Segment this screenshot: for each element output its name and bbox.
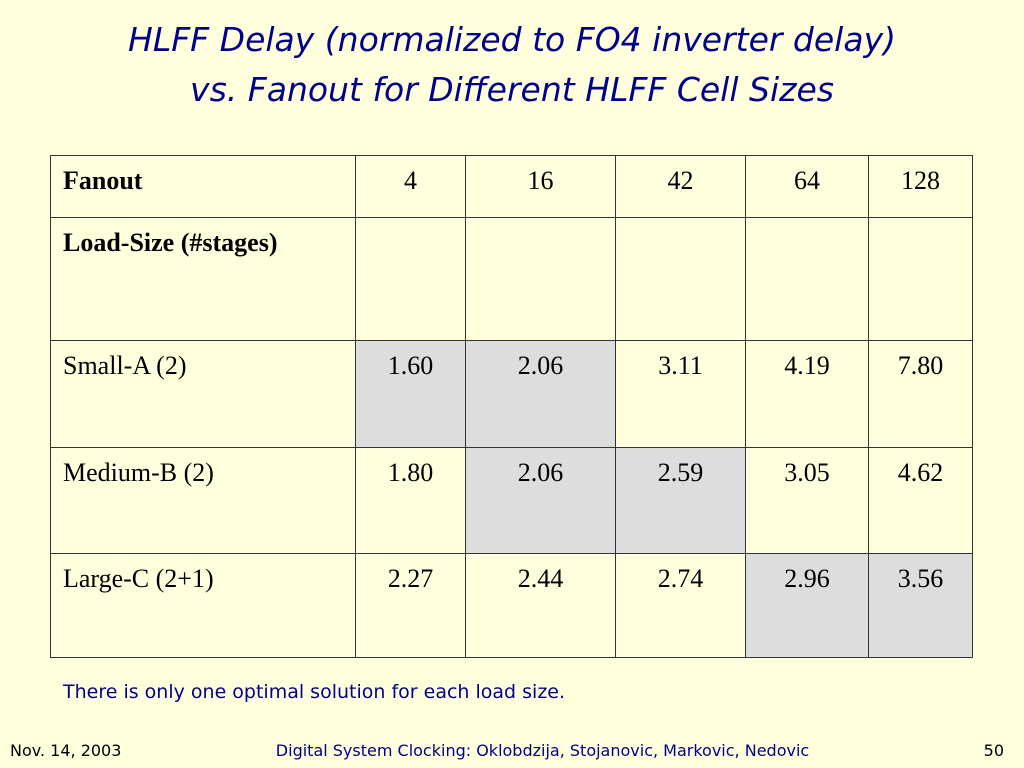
value-cell: 2.06: [465, 340, 616, 448]
note: There is only one optimal solution for e…: [63, 681, 566, 703]
value-cell: 2.44: [465, 553, 616, 658]
value-cell: 3.05: [745, 447, 869, 554]
header-cell: 42: [615, 155, 746, 218]
header-cell: 4: [355, 155, 466, 218]
value-cell: 3.56: [868, 553, 973, 658]
value-cell: 4.19: [745, 340, 869, 448]
value-cell: 3.11: [615, 340, 746, 448]
value-cell: 2.74: [615, 553, 746, 658]
empty-cell: [355, 217, 466, 341]
footer-course: Digital System Clocking: Oklobdzija, Sto…: [275, 741, 810, 760]
row-label: Medium-B (2): [50, 447, 356, 554]
value-cell: 7.80: [868, 340, 973, 448]
value-cell: 2.59: [615, 447, 746, 554]
header-cell: 16: [465, 155, 616, 218]
empty-cell: [868, 217, 973, 341]
subheader-cell: Load-Size (#stages): [50, 217, 356, 341]
value-cell: 2.06: [465, 447, 616, 554]
value-cell: 2.96: [745, 553, 869, 658]
empty-cell: [745, 217, 869, 341]
value-cell: 1.80: [355, 447, 466, 554]
row-label: Small-A (2): [50, 340, 356, 448]
value-cell: 4.62: [868, 447, 973, 554]
title-line: HLFF Delay (normalized to FO4 inverter d…: [128, 20, 896, 59]
title-line: vs. Fanout for Different HLFF Cell Sizes: [190, 70, 834, 109]
empty-cell: [615, 217, 746, 341]
header-cell: 64: [745, 155, 869, 218]
row-label: Large-C (2+1): [50, 553, 356, 658]
header-cell: 128: [868, 155, 973, 218]
value-cell: 2.27: [355, 553, 466, 658]
value-cell: 1.60: [355, 340, 466, 448]
header-cell: Fanout: [50, 155, 356, 218]
empty-cell: [465, 217, 616, 341]
footer-date: Nov. 14, 2003: [10, 741, 122, 760]
footer-page: 50: [983, 741, 1004, 760]
